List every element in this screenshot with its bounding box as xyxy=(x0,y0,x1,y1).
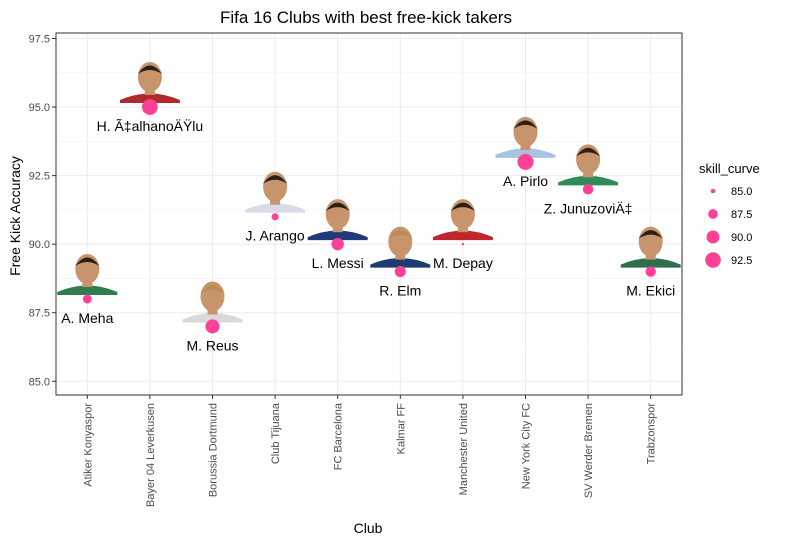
photo-hair xyxy=(513,120,538,129)
player-photo xyxy=(495,116,556,158)
data-point xyxy=(141,99,158,115)
photo-hair xyxy=(263,175,288,184)
point-label: M. Ekici xyxy=(626,283,675,299)
data-point xyxy=(205,319,220,334)
point-label: Z. JunuzoviÄ‡ xyxy=(544,200,633,216)
player-photo xyxy=(370,226,431,268)
photo-hair xyxy=(638,230,663,239)
data-point xyxy=(645,266,656,277)
legend-key xyxy=(708,209,718,219)
legend-label: 90.0 xyxy=(731,232,752,244)
photo-jersey xyxy=(57,285,118,296)
x-tick-label: Manchester United xyxy=(458,403,470,495)
y-tick-label: 97.5 xyxy=(29,33,50,45)
point-label: M. Depay xyxy=(433,255,493,271)
x-axis-title: Club xyxy=(354,520,383,536)
data-point xyxy=(331,237,344,251)
player-photo xyxy=(558,144,619,186)
point-label: L. Messi xyxy=(312,255,364,271)
photo-hair xyxy=(576,147,601,157)
point-label: M. Reus xyxy=(186,337,238,353)
legend: skill_curve 85.0 87.5 90.0 92.5 xyxy=(699,161,760,268)
panel-border xyxy=(55,32,683,396)
photo-jersey xyxy=(495,148,556,158)
point-label: R. Elm xyxy=(379,283,421,299)
data-point xyxy=(461,242,465,246)
y-tick-label: 95.0 xyxy=(29,102,50,114)
legend-key xyxy=(706,230,720,244)
player-photo xyxy=(620,226,681,268)
player-photo xyxy=(432,199,493,241)
data-point xyxy=(582,184,594,195)
data-point xyxy=(82,294,92,304)
y-tick-label: 92.5 xyxy=(29,171,50,183)
photo-jersey xyxy=(182,312,243,323)
x-tick-label: Club Tijuana xyxy=(270,402,282,464)
legend-key xyxy=(705,252,721,268)
legend-label: 85.0 xyxy=(731,186,752,198)
x-tick-label: SV Werder Bremen xyxy=(583,403,595,498)
photo-jersey xyxy=(432,230,493,241)
photo-jersey xyxy=(119,93,180,104)
photo-hair xyxy=(200,284,225,294)
plot-panel: 85.0 87.5 90.0 92.5 95.0 97.5 Atiker Konyaspor… xyxy=(29,32,683,507)
photo-jersey xyxy=(307,230,368,241)
x-tick-label: FC Barcelona xyxy=(333,402,345,470)
data-point xyxy=(517,153,534,170)
x-tick-label: Atiker Konyaspor xyxy=(82,403,94,487)
point-label: A. Meha xyxy=(61,310,113,326)
y-axis-title: Free Kick Accuracy xyxy=(7,156,23,276)
legend-label: 87.5 xyxy=(731,209,752,221)
y-tick-label: 85.0 xyxy=(29,376,50,388)
player-photo xyxy=(182,281,243,323)
legend-label: 92.5 xyxy=(731,255,752,267)
player-photo xyxy=(119,62,180,104)
photo-hair xyxy=(137,65,162,75)
photo-hair xyxy=(325,202,350,212)
legend-key xyxy=(710,188,716,194)
x-tick-label: New York City FC xyxy=(521,403,533,489)
x-tick-label: Bayer 04 Leverkusen xyxy=(145,403,157,507)
photo-jersey xyxy=(245,203,306,213)
point-label: J. Arango xyxy=(246,228,305,244)
x-tick-label: Borussia Dortmund xyxy=(208,403,220,497)
player-photo xyxy=(307,199,368,241)
point-label: H. Ã‡alhanoÄŸlu xyxy=(97,118,204,134)
point-label: A. Pirlo xyxy=(503,173,548,189)
data-point xyxy=(394,266,406,278)
data-point xyxy=(271,213,279,221)
y-tick-label: 87.5 xyxy=(29,308,50,320)
photo-hair xyxy=(450,202,475,212)
photo-hair xyxy=(75,257,100,267)
y-tick-label: 90.0 xyxy=(29,239,50,251)
player-photo xyxy=(245,171,306,213)
photo-jersey xyxy=(370,258,431,268)
x-tick-label: Kalmar FF xyxy=(395,403,407,455)
photo-jersey xyxy=(558,175,619,186)
chart-title: Fifa 16 Clubs with best free-kick takers xyxy=(220,8,512,27)
panel-background xyxy=(56,33,682,395)
x-tick-label: Trabzonspor xyxy=(646,403,658,465)
player-photo xyxy=(57,254,118,296)
photo-hair xyxy=(388,230,413,239)
photo-jersey xyxy=(620,258,681,268)
legend-title: skill_curve xyxy=(699,161,760,176)
